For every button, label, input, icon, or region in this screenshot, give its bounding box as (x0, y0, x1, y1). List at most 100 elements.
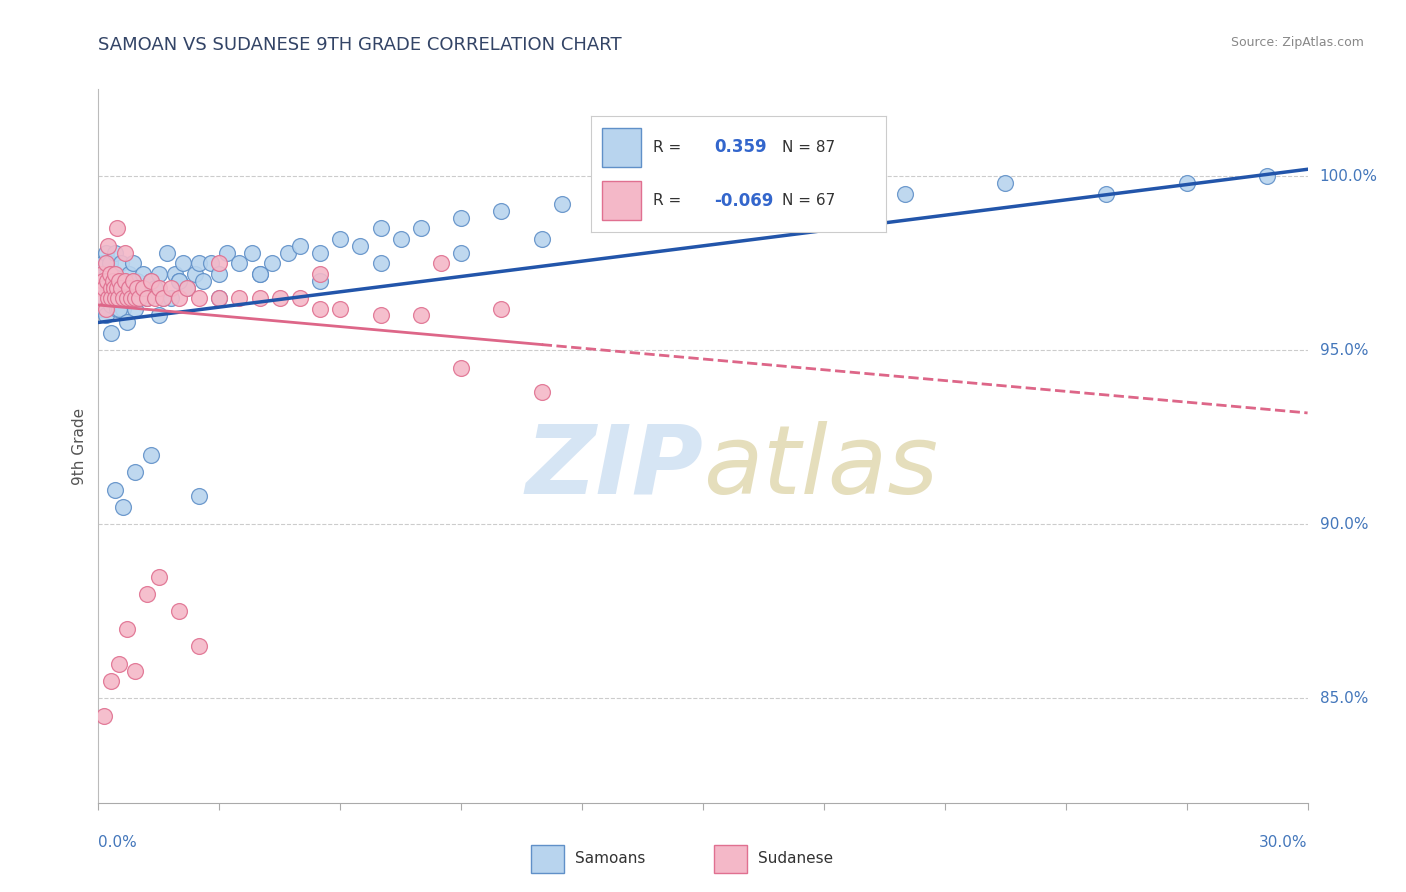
Point (148, 280, 170, 294)
Point (240, 245, 263, 260)
Point (96, 274, 118, 288)
Point (103, 280, 125, 294)
Point (139, 448, 162, 462)
Point (551, 197, 574, 211)
Text: Sudanese: Sudanese (758, 851, 832, 866)
Point (96, 267, 118, 281)
Point (893, 186, 915, 201)
Point (309, 245, 332, 260)
Point (288, 291, 311, 305)
Point (249, 267, 271, 281)
Point (121, 274, 143, 288)
Point (114, 245, 136, 260)
Point (90, 274, 112, 288)
Text: Samoans: Samoans (575, 851, 645, 866)
Text: 85.0%: 85.0% (1320, 691, 1368, 706)
Text: 100.0%: 100.0% (1320, 169, 1378, 184)
Point (93, 291, 115, 305)
Point (143, 291, 166, 305)
Point (97, 239, 120, 253)
Point (103, 267, 125, 281)
Point (167, 604, 190, 618)
Point (172, 256, 194, 270)
Point (167, 274, 190, 288)
Point (118, 267, 141, 281)
Point (97, 291, 120, 305)
Point (91, 301, 114, 316)
Text: N = 87: N = 87 (782, 140, 835, 155)
Text: N = 67: N = 67 (782, 193, 835, 208)
Point (530, 385, 553, 400)
Point (105, 221, 128, 235)
Point (450, 245, 472, 260)
Point (430, 256, 453, 270)
Point (309, 301, 332, 316)
Point (370, 221, 392, 235)
Point (94, 245, 117, 260)
Point (148, 309, 170, 323)
Point (115, 622, 138, 636)
Point (188, 256, 211, 270)
Point (1175, 176, 1198, 190)
Point (139, 274, 162, 288)
Point (114, 274, 136, 288)
Point (160, 280, 183, 294)
Point (208, 256, 231, 270)
Point (100, 298, 122, 312)
FancyBboxPatch shape (714, 845, 747, 872)
Point (101, 274, 124, 288)
Point (163, 267, 186, 281)
Point (97, 280, 120, 294)
Point (107, 274, 129, 288)
Point (692, 186, 714, 201)
Point (104, 267, 127, 281)
Y-axis label: 9th Grade: 9th Grade (72, 408, 87, 484)
Point (260, 256, 283, 270)
FancyBboxPatch shape (531, 845, 564, 872)
Point (135, 291, 157, 305)
Point (98, 267, 121, 281)
Point (389, 232, 412, 246)
Point (135, 587, 157, 601)
Point (228, 291, 250, 305)
Point (118, 280, 141, 294)
Point (167, 291, 190, 305)
Point (208, 267, 231, 281)
Text: 0.0%: 0.0% (98, 835, 138, 850)
Text: 0.359: 0.359 (714, 138, 768, 156)
Text: -0.069: -0.069 (714, 192, 773, 210)
Point (107, 657, 129, 671)
Point (132, 267, 155, 281)
Point (100, 291, 122, 305)
Point (96, 301, 118, 316)
Point (143, 280, 166, 294)
Point (188, 639, 211, 653)
Point (1095, 186, 1118, 201)
Point (124, 291, 146, 305)
Point (148, 569, 170, 583)
Text: 95.0%: 95.0% (1320, 343, 1368, 358)
FancyBboxPatch shape (602, 181, 641, 220)
Point (124, 664, 146, 678)
Point (94, 256, 117, 270)
Point (152, 291, 174, 305)
Point (90, 267, 112, 281)
Point (491, 301, 513, 316)
Point (329, 232, 352, 246)
Point (450, 360, 472, 375)
Point (93, 280, 115, 294)
Point (124, 301, 146, 316)
Point (208, 291, 231, 305)
Point (288, 239, 311, 253)
Text: SAMOAN VS SUDANESE 9TH GRADE CORRELATION CHART: SAMOAN VS SUDANESE 9TH GRADE CORRELATION… (98, 36, 621, 54)
Point (994, 176, 1017, 190)
Point (104, 245, 127, 260)
Point (200, 256, 222, 270)
Point (100, 274, 122, 288)
Point (93, 708, 115, 723)
Point (111, 500, 134, 514)
Point (249, 267, 271, 281)
Point (89, 280, 111, 294)
Point (110, 256, 132, 270)
Point (152, 291, 174, 305)
